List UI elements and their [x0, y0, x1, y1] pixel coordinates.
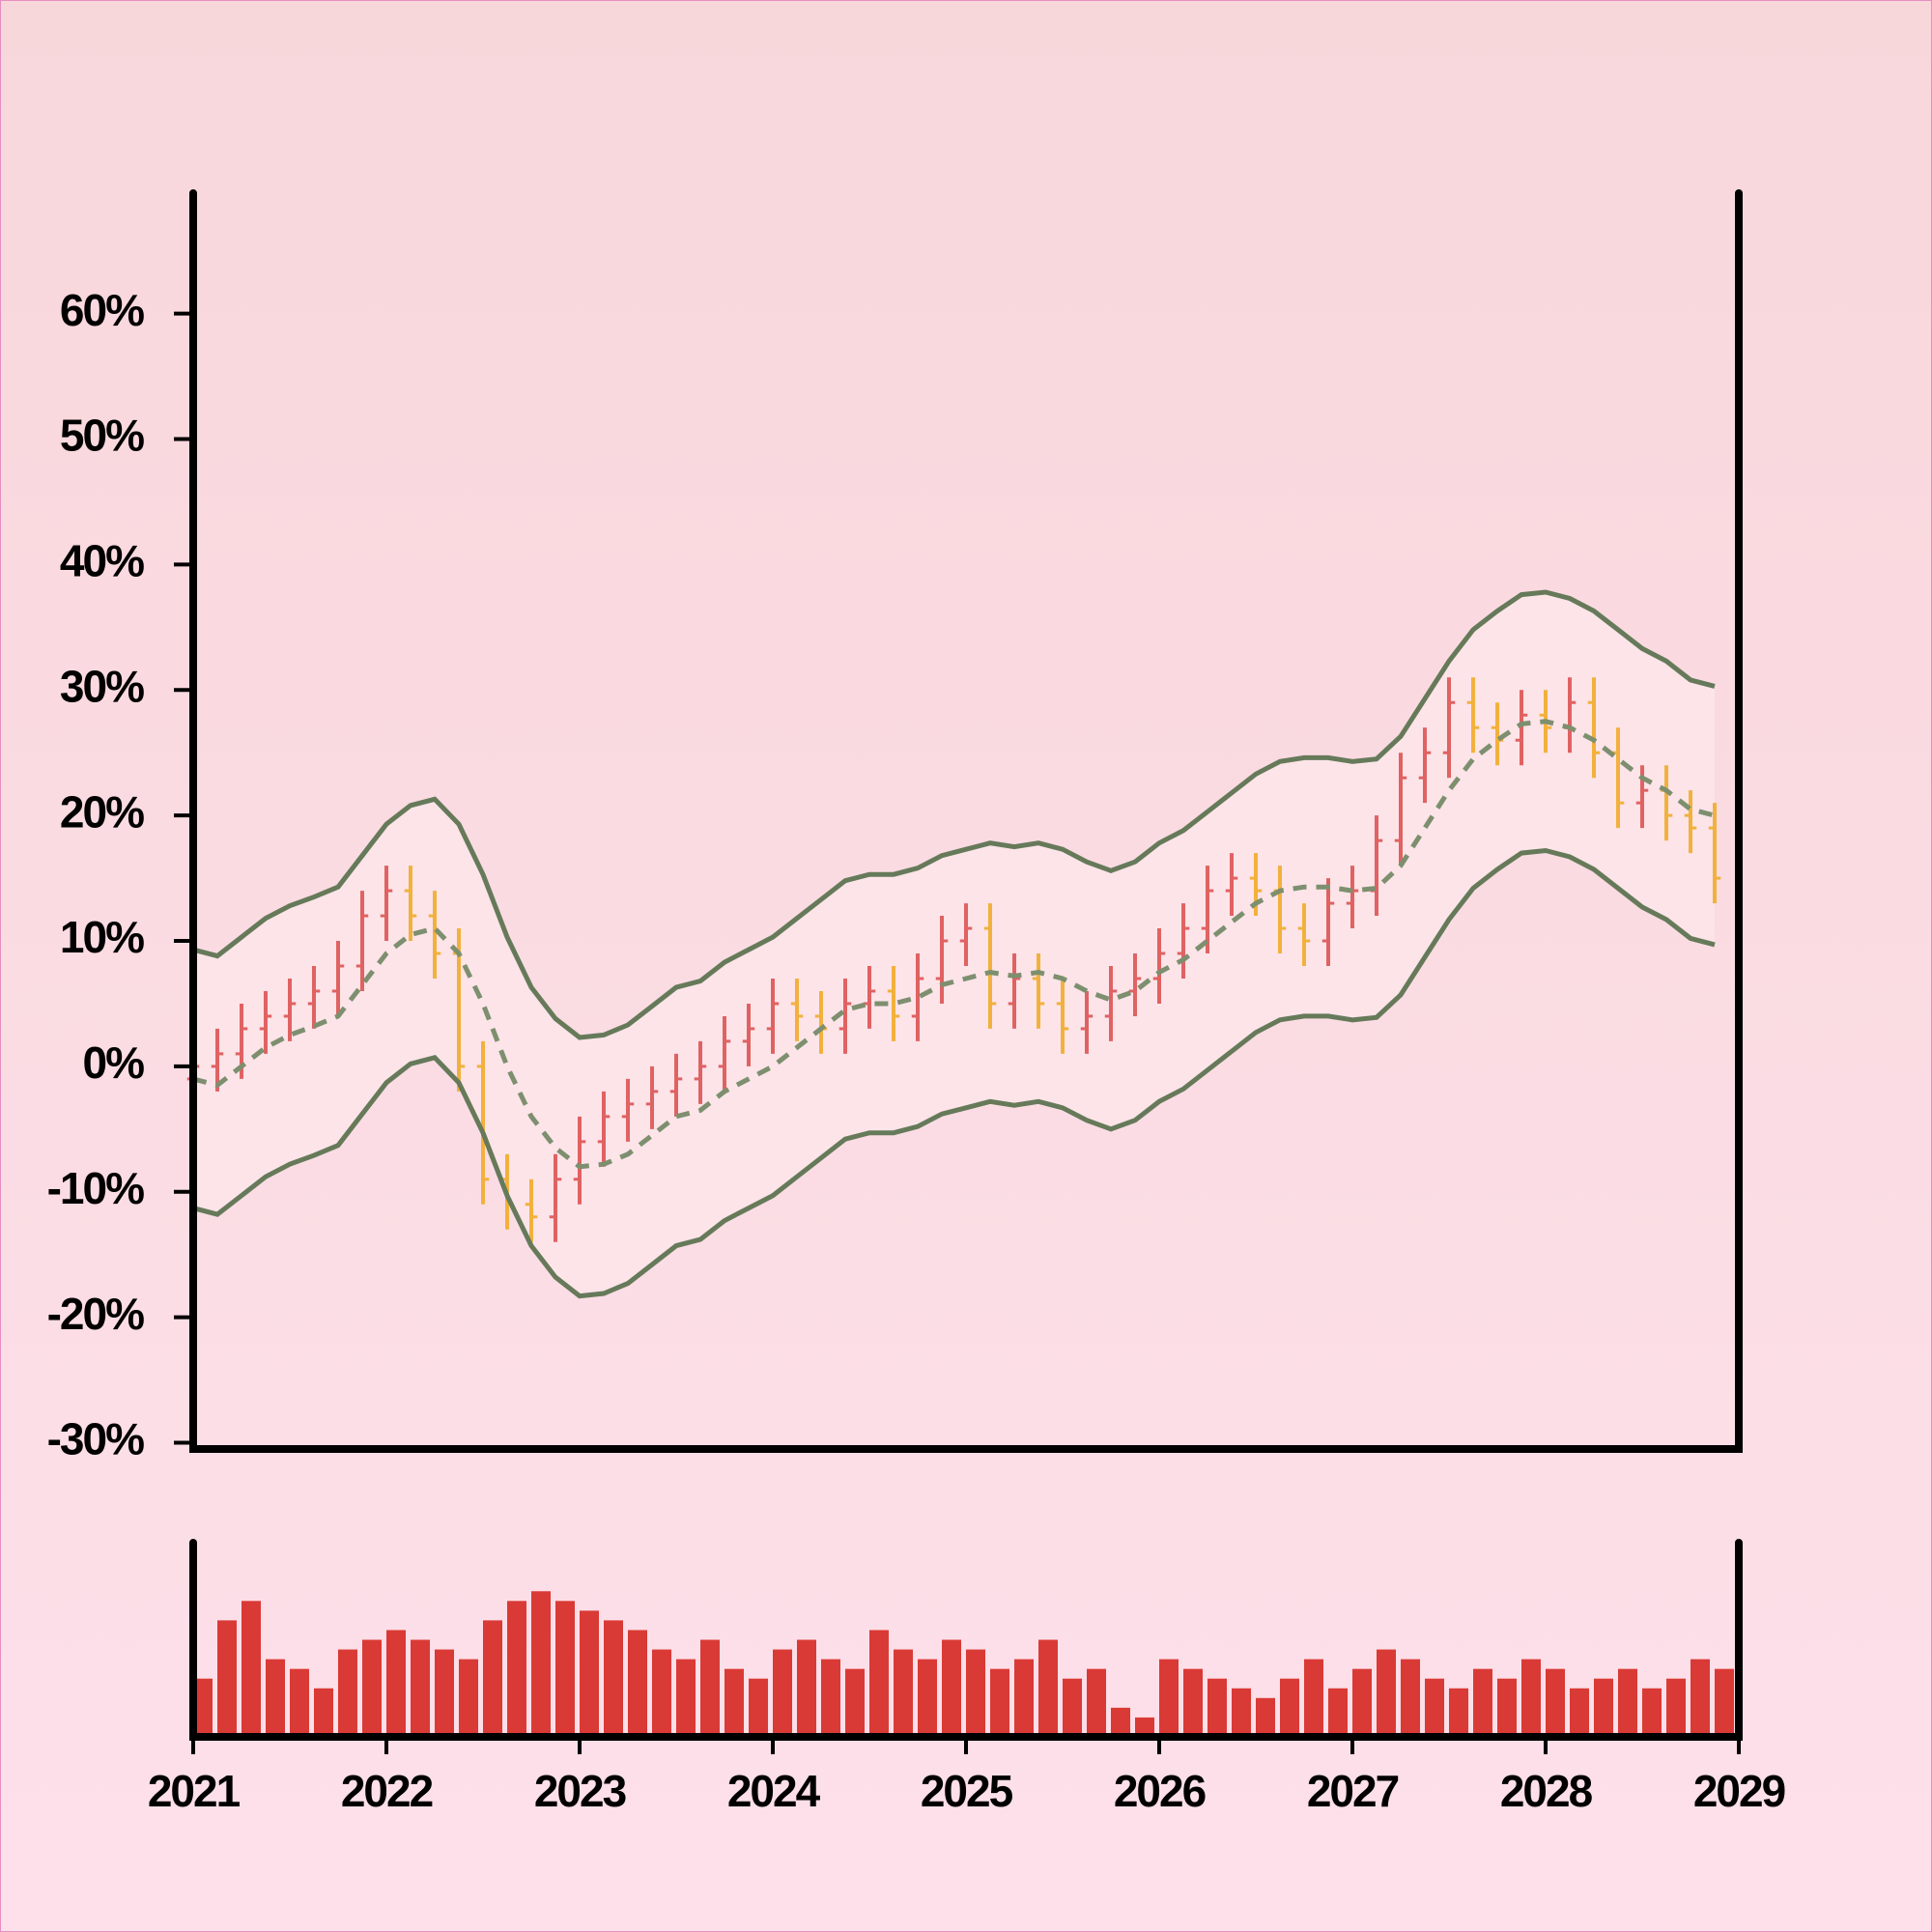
volume-bar	[1715, 1668, 1734, 1737]
volume-bar	[1111, 1707, 1130, 1737]
volume-bar	[1618, 1668, 1637, 1737]
volume-bar	[1521, 1659, 1541, 1737]
volume-bar	[652, 1649, 671, 1737]
volume-bar	[749, 1678, 768, 1737]
volume-bar	[1014, 1659, 1034, 1737]
volume-bar	[821, 1659, 840, 1737]
volume-bar	[724, 1668, 744, 1737]
volume-bar	[1038, 1639, 1058, 1737]
volume-bar	[1159, 1659, 1179, 1737]
y-tick-label: 30%	[60, 661, 144, 711]
volume-bar	[411, 1639, 430, 1737]
volume-bar	[459, 1659, 478, 1737]
main-frame	[189, 189, 1743, 1453]
x-tick-label: 2024	[727, 1766, 821, 1816]
volume-bar	[773, 1649, 792, 1737]
volume-bar	[1087, 1668, 1106, 1737]
x-tick-label: 2028	[1500, 1766, 1593, 1816]
x-tick-label: 2025	[921, 1766, 1013, 1816]
volume-bar	[1570, 1688, 1589, 1737]
volume-bar	[1690, 1659, 1710, 1737]
y-tick-label: 20%	[60, 786, 144, 837]
x-tick-label: 2022	[341, 1766, 433, 1816]
volume-bar	[193, 1678, 213, 1737]
volume-bar	[1546, 1668, 1565, 1737]
volume-bar	[628, 1630, 647, 1737]
volume-bar	[314, 1688, 333, 1737]
volume-bar	[362, 1639, 382, 1737]
volume-bar	[290, 1668, 309, 1737]
volume-bar	[1135, 1717, 1154, 1737]
y-tick-label: 50%	[60, 411, 144, 461]
volume-bar	[604, 1620, 623, 1737]
volume-bar	[894, 1649, 913, 1737]
volume-bar	[531, 1591, 551, 1737]
volume-bar	[966, 1649, 985, 1737]
volume-bar	[555, 1601, 575, 1737]
x-tick-label: 2026	[1114, 1766, 1206, 1816]
y-tick-label: 10%	[60, 912, 144, 962]
volume-bar	[386, 1630, 406, 1737]
volume-bar	[1497, 1678, 1517, 1737]
upper-band	[192, 589, 1716, 1040]
y-tick-label: 60%	[60, 285, 144, 335]
volume-bar	[1473, 1668, 1492, 1737]
volume-bar	[580, 1610, 599, 1737]
volume-bar	[1666, 1678, 1686, 1737]
volume-bar	[797, 1639, 816, 1737]
volume-bar	[1280, 1678, 1299, 1737]
y-tick-label: -10%	[47, 1163, 144, 1213]
volume-bar	[1232, 1688, 1251, 1737]
volume-bar	[1594, 1678, 1613, 1737]
x-tick-label: 2029	[1693, 1766, 1785, 1816]
volume-bar	[1304, 1659, 1323, 1737]
volume-bar	[1256, 1697, 1275, 1737]
volume-bar	[242, 1601, 261, 1737]
volume-bar	[1425, 1678, 1444, 1737]
volume-bar	[507, 1601, 526, 1737]
x-tick-label: 2021	[148, 1766, 241, 1816]
volume-bar	[918, 1659, 937, 1737]
volume-bar	[217, 1620, 237, 1737]
x-tick-label: 2023	[534, 1766, 626, 1816]
volume-bar	[1183, 1668, 1203, 1737]
volume-bar	[942, 1639, 961, 1737]
volume-bar	[1401, 1659, 1420, 1737]
volume-bar	[1352, 1668, 1372, 1737]
y-tick-label: -20%	[47, 1289, 144, 1339]
y-tick-label: -30%	[47, 1414, 144, 1464]
volume-bar	[435, 1649, 454, 1737]
volume-bar	[483, 1620, 502, 1737]
volume-bar	[990, 1668, 1009, 1737]
volume-bar	[1377, 1649, 1396, 1737]
volume-bar	[1449, 1688, 1468, 1737]
volume-bar	[1642, 1688, 1662, 1737]
volume-bar	[1328, 1688, 1348, 1737]
volume-bar	[700, 1639, 720, 1737]
volume-bar	[1063, 1678, 1082, 1737]
lower-band	[192, 847, 1716, 1299]
plot-layer: -30% -20% -10% 0% 10% 20% 30% 40% 50% 60% 2021 2022…	[47, 189, 1787, 1816]
volume-bar	[1208, 1678, 1227, 1737]
volume-bar	[338, 1649, 357, 1737]
x-tick-label: 2027	[1307, 1766, 1399, 1816]
volume-bar	[676, 1659, 696, 1737]
volume-bar	[266, 1659, 285, 1737]
y-tick-label: 0%	[83, 1037, 145, 1088]
volume-bar	[869, 1630, 889, 1737]
band-fill	[193, 592, 1715, 1296]
volume-bar	[845, 1668, 865, 1737]
y-tick-label: 40%	[60, 536, 144, 586]
